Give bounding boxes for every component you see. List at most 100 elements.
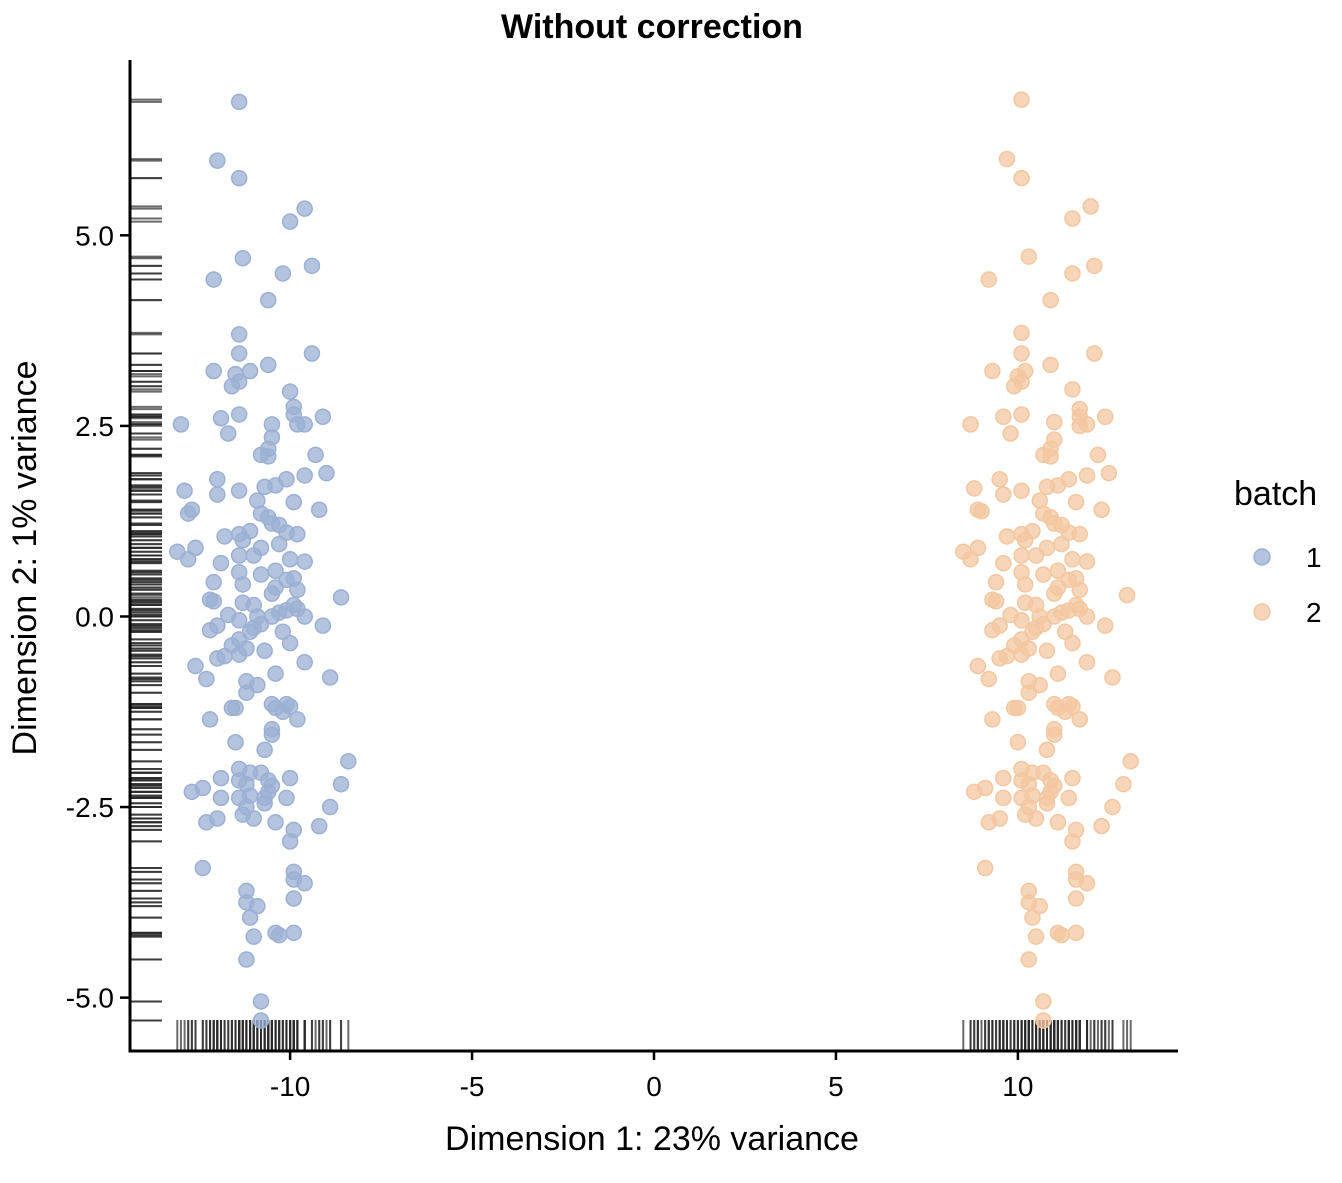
data-point-batch-2 (1064, 769, 1081, 787)
data-point-batch-1 (179, 505, 197, 522)
data-point-batch-1 (314, 408, 332, 426)
data-point-batch-1 (252, 993, 270, 1010)
y-tick-label: 2.5 (75, 411, 114, 442)
data-point-batch-1 (234, 576, 252, 593)
data-point-batch-1 (241, 909, 259, 926)
data-point-batch-2 (1013, 482, 1030, 499)
data-point-batch-1 (198, 814, 215, 831)
legend-label-batch-2: 2 (1306, 597, 1322, 628)
data-point-batch-2 (998, 150, 1016, 168)
legend-key-batch-2 (1253, 603, 1271, 621)
data-point-batch-2 (1093, 817, 1110, 835)
data-point-batch-2 (1067, 493, 1085, 511)
data-point-batch-2 (965, 783, 983, 801)
data-point-batch-1 (296, 553, 313, 570)
data-point-batch-2 (1013, 646, 1030, 663)
data-point-batch-1 (223, 378, 241, 395)
data-point-batch-1 (209, 650, 226, 667)
data-point-batch-2 (1042, 291, 1059, 309)
data-point-batch-1 (212, 410, 230, 427)
data-point-batch-2 (1046, 726, 1063, 743)
data-point-batch-1 (230, 406, 248, 423)
data-point-batch-1 (296, 200, 313, 217)
data-point-batch-1 (230, 547, 248, 564)
data-point-batch-2 (1046, 413, 1063, 431)
data-point-batch-2 (984, 621, 1001, 639)
x-tick-label: 5 (828, 1071, 844, 1102)
data-point-batch-2 (1006, 378, 1023, 395)
data-point-batch-2 (1027, 810, 1045, 827)
data-point-batch-2 (1006, 699, 1023, 717)
data-point-batch-2 (976, 859, 994, 877)
data-point-batch-1 (194, 859, 212, 877)
x-tick-label: 0 (646, 1071, 662, 1102)
data-point-batch-2 (962, 551, 979, 568)
data-point-batch-1 (281, 833, 299, 850)
data-point-batch-2 (1013, 547, 1030, 564)
data-point-batch-2 (995, 486, 1012, 503)
data-point-batch-1 (314, 617, 332, 634)
y-axis-label: Dimension 2: 1% variance (6, 361, 44, 756)
data-point-batch-1 (263, 585, 281, 602)
data-point-batch-1 (296, 416, 313, 433)
data-point-batch-2 (1049, 814, 1067, 831)
data-point-batch-2 (1064, 381, 1081, 398)
data-point-batch-2 (1096, 617, 1114, 634)
data-point-batch-1 (205, 271, 222, 288)
data-point-batch-2 (1035, 1012, 1052, 1029)
data-point-batch-1 (256, 642, 273, 660)
data-point-batch-1 (205, 573, 222, 591)
data-point-batch-1 (285, 890, 302, 907)
data-point-batch-1 (252, 1012, 270, 1029)
data-point-batch-2 (1013, 169, 1030, 187)
data-point-batch-2 (995, 769, 1012, 787)
data-point-batch-2 (1016, 532, 1034, 549)
data-point-batch-2 (987, 573, 1005, 591)
data-point-batch-2 (1013, 324, 1030, 342)
data-point-batch-2 (991, 650, 1008, 667)
x-tick-label: 10 (1002, 1071, 1033, 1102)
y-tick-label: 5.0 (75, 220, 114, 251)
data-point-batch-2 (1031, 897, 1048, 915)
data-point-batch-1 (281, 634, 299, 652)
data-point-batch-1 (238, 951, 255, 968)
data-point-batch-1 (281, 769, 299, 787)
data-point-batch-2 (1064, 833, 1081, 850)
data-point-batch-1 (212, 554, 230, 572)
data-point-batch-2 (1078, 608, 1096, 625)
data-point-batch-1 (307, 446, 324, 464)
data-point-batch-1 (296, 467, 313, 484)
data-point-batch-1 (256, 478, 273, 496)
data-point-batch-2 (995, 408, 1012, 426)
data-point-batch-2 (973, 503, 990, 520)
data-point-batch-1 (278, 789, 295, 807)
data-point-batch-1 (310, 501, 328, 519)
data-point-batch-1 (220, 425, 237, 442)
data-point-batch-1 (296, 653, 313, 671)
data-point-batch-1 (179, 551, 197, 568)
data-point-batch-2 (984, 362, 1001, 380)
data-point-batch-1 (340, 753, 357, 770)
data-point-batch-2 (969, 539, 987, 557)
data-point-batch-1 (303, 257, 321, 275)
data-point-batch-2 (1046, 585, 1063, 602)
data-point-batch-2 (1053, 926, 1070, 944)
data-point-batch-1 (238, 684, 255, 701)
data-point-batch-1 (172, 416, 190, 433)
data-point-batch-1 (230, 169, 248, 187)
data-point-batch-2 (1027, 547, 1045, 564)
data-point-batch-1 (205, 592, 222, 610)
data-point-batch-2 (1064, 265, 1081, 282)
data-point-batch-1 (281, 383, 299, 400)
data-point-batch-1 (230, 482, 248, 499)
data-point-batch-2 (1042, 356, 1059, 374)
data-point-batch-2 (969, 657, 987, 675)
data-point-batch-1 (256, 741, 273, 759)
data-point-batch-2 (965, 480, 983, 497)
data-point-batch-2 (1020, 248, 1038, 265)
data-point-batch-2 (1104, 798, 1121, 816)
data-point-batch-1 (176, 482, 193, 499)
data-point-batch-2 (1027, 928, 1045, 945)
